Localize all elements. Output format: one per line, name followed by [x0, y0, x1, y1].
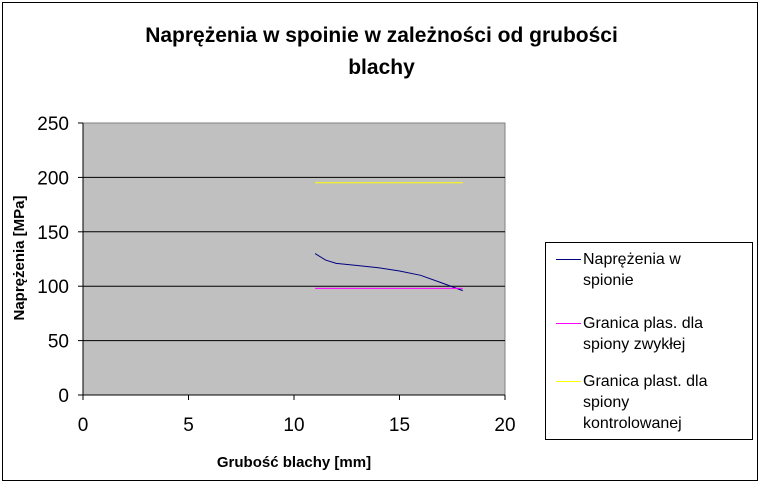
grid-lines	[83, 176, 505, 342]
y-tick-label: 250	[37, 114, 69, 135]
y-tick-label: 100	[37, 277, 69, 298]
legend-label-line: spiony	[583, 394, 630, 411]
legend-label-line: spiony zwykłej	[583, 336, 686, 353]
chart-title-line-1: Naprężenia w spoinie w zależności od gru…	[145, 24, 618, 47]
legend-label-line: Naprężenia w	[583, 251, 681, 268]
y-tick-label: 50	[48, 332, 69, 353]
legend-label-line: Granica plast. dla	[583, 373, 708, 390]
legend-label-line: kontrolowanej	[583, 415, 682, 432]
legend-swatch	[556, 323, 581, 324]
chart-title: Naprężenia w spoinie w zależności od gru…	[0, 20, 763, 84]
series-line-0	[314, 253, 463, 292]
y-tick-label: 0	[58, 386, 69, 407]
x-tick-label: 20	[494, 415, 515, 436]
legend-label: Granica plast. dla spiony kontrolowanej	[583, 371, 748, 434]
x-tick-label: 10	[283, 415, 304, 436]
x-tick-label: 5	[183, 415, 194, 436]
legend-label-line: Granica plas. dla	[583, 315, 704, 332]
y-tick-label: 150	[37, 223, 69, 244]
x-tick-label: 0	[78, 415, 89, 436]
legend-label: Naprężenia w spionie	[583, 249, 748, 291]
series-layer	[314, 182, 463, 292]
chart-title-line-2: blachy	[348, 56, 415, 79]
x-tick-label: 15	[389, 415, 410, 436]
legend: Naprężenia w spionie Granica plas. dla spio…	[545, 242, 753, 440]
legend-swatch	[556, 381, 581, 382]
legend-label: Granica plas. dla spiony zwykłej	[583, 313, 748, 355]
y-axis-label: Naprężenia [MPa]	[11, 195, 28, 320]
plot-area	[82, 122, 506, 396]
y-tick-label: 200	[37, 168, 69, 189]
legend-label-line: spionie	[583, 272, 634, 289]
tick-labels: 0 50 100 150 200 250 0 5 10 15 20	[37, 114, 515, 436]
x-axis-label: Grubość blachy [mm]	[217, 454, 371, 471]
legend-swatch	[556, 259, 581, 260]
axes	[78, 122, 506, 400]
